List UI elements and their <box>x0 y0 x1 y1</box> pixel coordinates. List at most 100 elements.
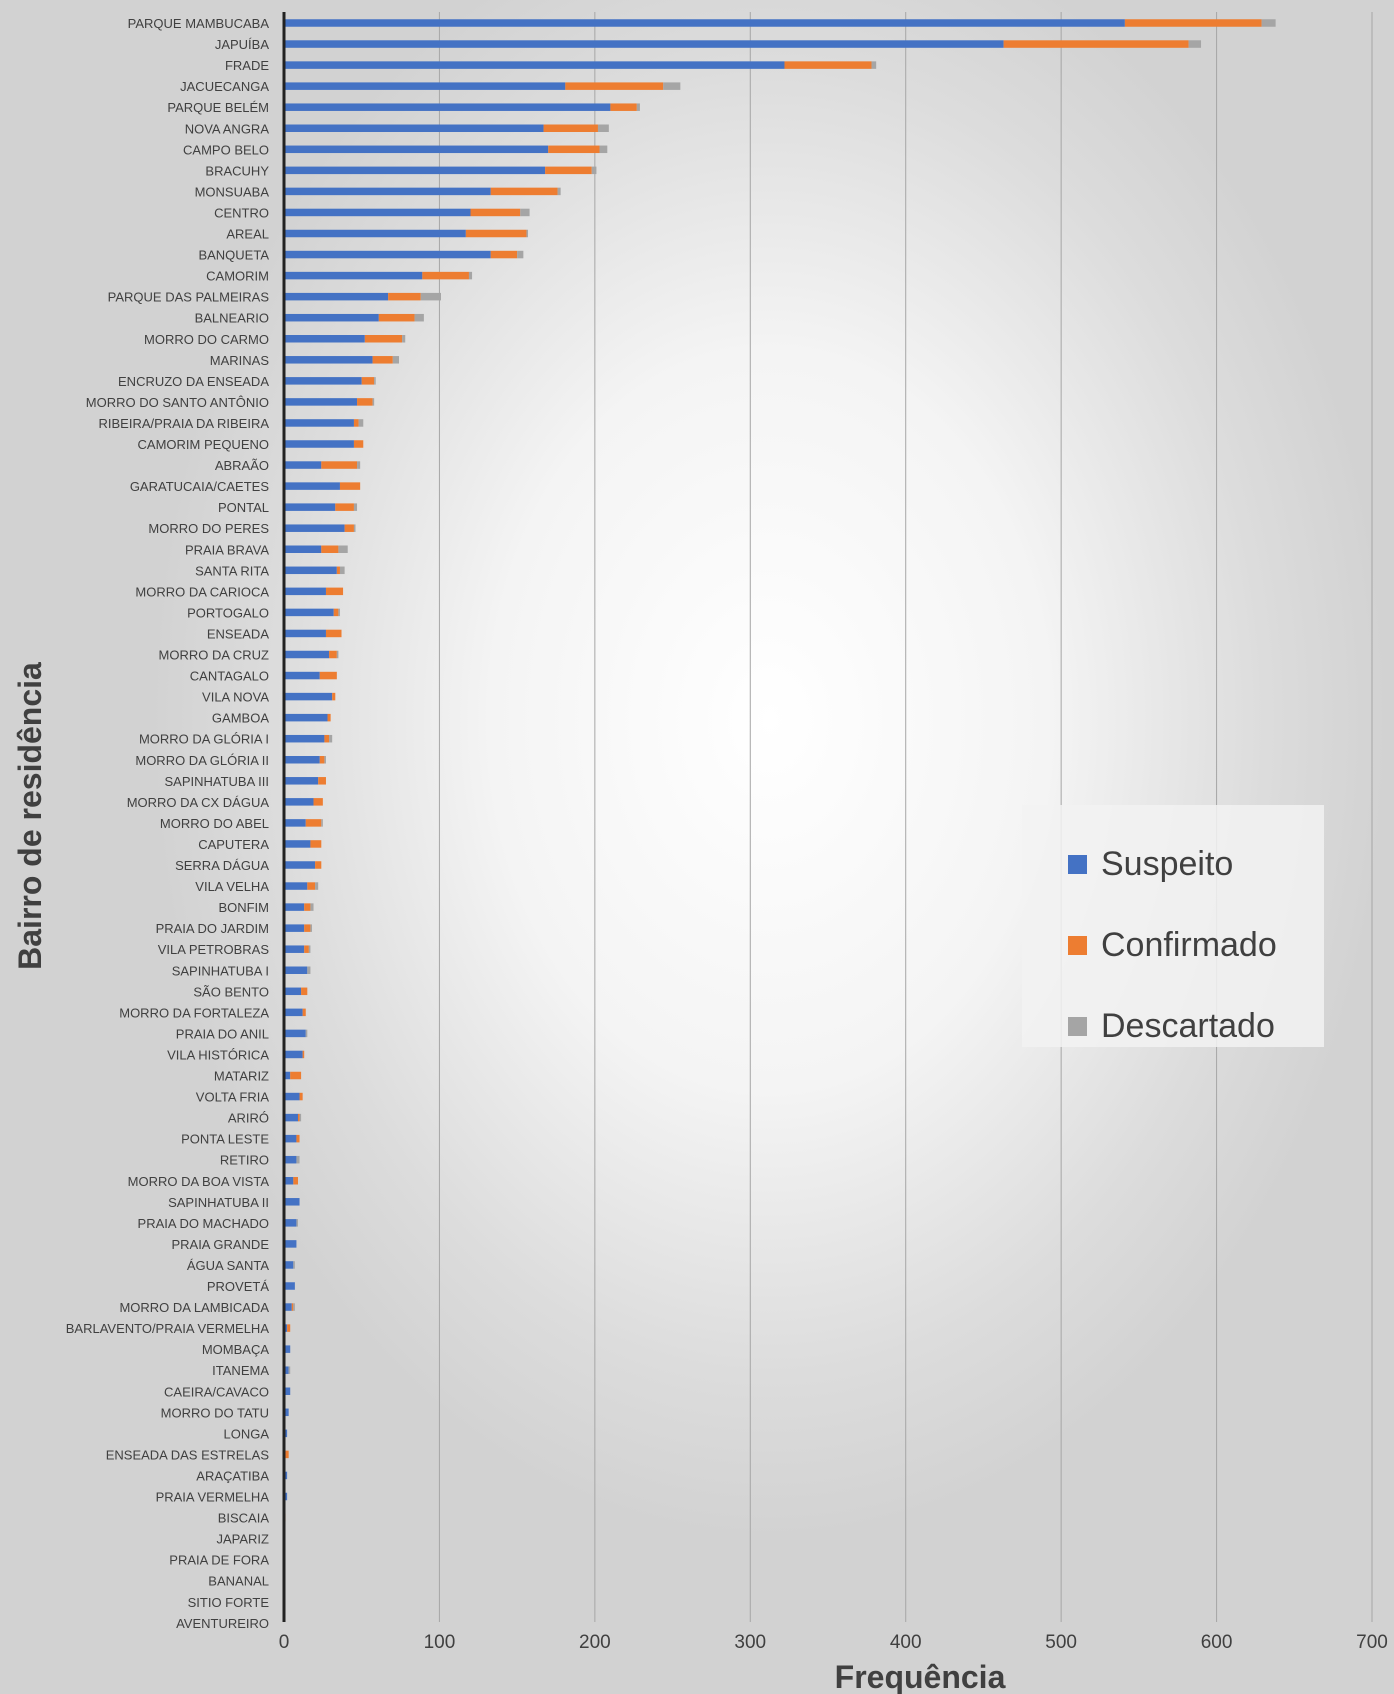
bar-confirmado <box>287 1324 291 1332</box>
category-label: BANANAL <box>208 1574 269 1589</box>
bar-confirmado <box>325 587 344 596</box>
bar-suspeito <box>284 461 322 469</box>
category-label: MORRO DO ABEL <box>160 816 269 831</box>
bar-confirmado <box>1003 40 1189 48</box>
bar-descartado <box>307 966 311 974</box>
category-label: ARAÇATIBA <box>196 1468 269 1483</box>
bar-confirmado <box>315 861 322 869</box>
bar-confirmado <box>372 356 393 364</box>
bar-descartado <box>293 1303 295 1311</box>
bar-confirmado <box>297 1113 300 1122</box>
category-label: SAPINHATUBA III <box>164 774 269 789</box>
category-label: AVENTUREIRO <box>176 1616 269 1631</box>
bar-confirmado <box>291 1303 294 1311</box>
bar-descartado <box>599 145 608 154</box>
bar-descartado <box>329 734 333 743</box>
bar-descartado <box>1188 40 1202 48</box>
category-label: SÃO BENTO <box>193 984 269 999</box>
category-label: VILA HISTÓRICA <box>167 1047 269 1062</box>
bar-suspeito <box>284 166 546 175</box>
bar-suspeito <box>284 987 302 996</box>
category-label: SANTA RITA <box>195 563 269 578</box>
bar-confirmado <box>285 1450 289 1459</box>
bar-area <box>284 19 1276 1522</box>
category-label: ENSEADA DAS ESTRELAS <box>106 1447 270 1462</box>
bar-descartado <box>336 650 339 659</box>
bar-confirmado <box>313 798 323 806</box>
bar-suspeito <box>284 713 328 722</box>
x-tick-label: 400 <box>890 1632 922 1653</box>
category-label: MORRO DA CARIOCA <box>135 584 269 599</box>
bar-descartado <box>663 82 681 90</box>
category-label: PRAIA GRANDE <box>171 1237 269 1252</box>
bar-confirmado <box>321 461 358 469</box>
bar-descartado <box>597 124 609 132</box>
bar-confirmado <box>378 313 415 322</box>
bar-suspeito <box>284 966 308 974</box>
bar-confirmado <box>353 440 364 448</box>
x-tick-label: 100 <box>424 1632 456 1653</box>
category-label: MORRO DO PERES <box>148 521 269 536</box>
category-label: MORRO DA BOA VISTA <box>128 1174 270 1189</box>
category-label: BANQUETA <box>198 248 269 263</box>
category-label: PRAIA VERMELHA <box>156 1490 270 1505</box>
category-label: PRAIA BRAVA <box>185 542 269 557</box>
bar-suspeito <box>284 1198 300 1206</box>
bar-suspeito <box>284 271 423 280</box>
bar-descartado <box>299 1113 302 1122</box>
category-label: VILA PETROBRAS <box>158 942 270 957</box>
bar-suspeito <box>284 608 334 617</box>
bar-descartado <box>1261 19 1276 27</box>
bar-confirmado <box>470 208 521 217</box>
category-label: VILA NOVA <box>202 690 269 705</box>
bar-confirmado <box>364 335 403 343</box>
bar-suspeito <box>284 1408 289 1417</box>
bar-suspeito <box>284 1177 294 1185</box>
bar-suspeito <box>284 629 326 638</box>
bar-suspeito <box>284 482 340 490</box>
bar-descartado <box>353 524 356 532</box>
bar-suspeito <box>284 1219 297 1227</box>
category-label: PONTAL <box>218 500 269 515</box>
bar-confirmado <box>310 840 322 848</box>
bar-confirmado <box>319 671 337 680</box>
bar-confirmado <box>388 292 421 301</box>
legend-item-confirmado: Confirmado <box>1068 925 1277 965</box>
category-label: MORRO DO SANTO ANTÔNIO <box>86 395 269 410</box>
category-label: PRAIA DE FORA <box>169 1553 269 1568</box>
bar-suspeito <box>284 1366 289 1374</box>
x-tick-labels: 0 100 200 300 400 500 600 700 <box>279 1632 1388 1653</box>
bar-suspeito <box>284 1092 300 1101</box>
bar-suspeito <box>284 924 305 932</box>
category-label: MORRO DA FORTALEZA <box>119 1005 269 1020</box>
bar-confirmado <box>321 545 339 553</box>
category-label: CANTAGALO <box>190 669 269 684</box>
bar-suspeito <box>284 145 549 154</box>
category-label: VOLTA FRIA <box>196 1090 270 1105</box>
bar-suspeito <box>284 250 491 259</box>
bar-confirmado <box>302 1050 305 1059</box>
bar-suspeito <box>284 1429 288 1438</box>
bar-confirmado <box>329 650 337 659</box>
bar-suspeito <box>284 313 379 322</box>
category-label: ITANEMA <box>212 1363 269 1378</box>
category-label: ARIRÓ <box>228 1111 269 1126</box>
bar-descartado <box>296 1219 298 1227</box>
bar-descartado <box>310 924 312 932</box>
category-label: MORRO DA LAMBICADA <box>119 1300 269 1315</box>
category-label: BRACUHY <box>205 163 269 178</box>
category-label: CENTRO <box>214 205 269 220</box>
bar-confirmado <box>339 482 361 490</box>
bar-confirmado <box>305 819 322 827</box>
bar-suspeito <box>284 1261 294 1269</box>
category-label: SAPINHATUBA II <box>168 1195 269 1210</box>
bar-suspeito <box>284 1008 303 1017</box>
bar-confirmado <box>543 124 598 132</box>
category-label: ÁGUA SANTA <box>187 1258 269 1273</box>
bar-confirmado <box>353 419 359 427</box>
bar-confirmado <box>304 945 309 953</box>
bar-descartado <box>288 1366 291 1374</box>
bar-confirmado <box>610 103 637 111</box>
bar-descartado <box>293 1261 295 1269</box>
bar-descartado <box>392 356 400 364</box>
